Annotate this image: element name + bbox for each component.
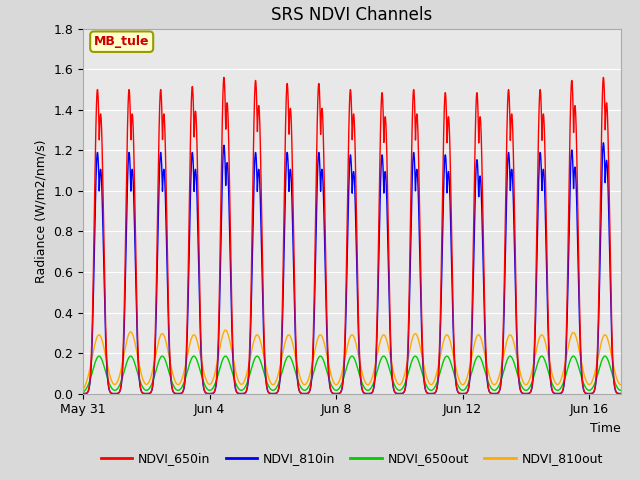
- Title: SRS NDVI Channels: SRS NDVI Channels: [271, 6, 433, 24]
- X-axis label: Time: Time: [590, 422, 621, 435]
- Legend: NDVI_650in, NDVI_810in, NDVI_650out, NDVI_810out: NDVI_650in, NDVI_810in, NDVI_650out, NDV…: [96, 447, 608, 470]
- Text: MB_tule: MB_tule: [94, 35, 150, 48]
- Y-axis label: Radiance (W/m2/nm/s): Radiance (W/m2/nm/s): [35, 140, 48, 283]
